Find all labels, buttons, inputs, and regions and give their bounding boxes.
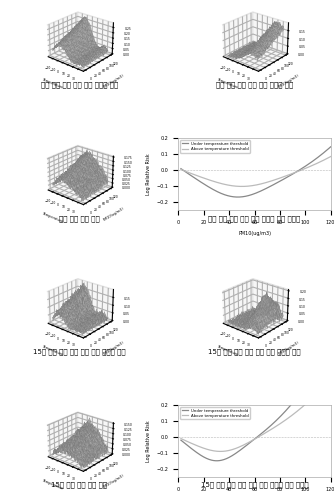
Under temperature threshold [268,184,272,189]
Above temperature threshold [306,399,310,405]
Under temperature threshold [269,183,273,189]
Legend: Under temperature threshold, Above temperature threshold: Under temperature threshold, Above tempe… [180,140,250,153]
Text: 전체 연령 기온 역치 수준 미만의 범위: 전체 연령 기온 역치 수준 미만의 범위 [216,82,293,88]
X-axis label: Temperature: Temperature [216,345,238,357]
Text: 15세 미만 연령 전체 범위: 15세 미만 연령 전체 범위 [51,482,108,489]
Above temperature threshold [268,427,272,433]
Above temperature threshold [315,160,319,166]
Under temperature threshold [315,155,319,161]
X-axis label: Temperature: Temperature [41,78,63,90]
Under temperature threshold [179,166,183,172]
Line: Above temperature threshold: Above temperature threshold [181,157,331,186]
Line: Above temperature threshold: Above temperature threshold [181,379,331,451]
Y-axis label: PM10(ug/m3): PM10(ug/m3) [102,340,125,356]
X-axis label: Temperature: Temperature [41,478,63,490]
X-axis label: Temperature: Temperature [41,345,63,357]
Under temperature threshold [269,423,273,429]
Under temperature threshold [179,437,183,443]
Above temperature threshold [218,448,222,454]
X-axis label: Temperature: Temperature [216,78,238,90]
Line: Under temperature threshold: Under temperature threshold [181,346,331,461]
Text: 전체 연령 기온 역치 수준 이상의 범위: 전체 연령 기온 역치 수준 이상의 범위 [41,82,118,88]
Above temperature threshold [179,167,183,173]
Text: 15세 미만 연령 기온 역치 수준 미만의 범위: 15세 미만 연령 기온 역치 수준 미만의 범위 [208,348,301,355]
Above temperature threshold [271,425,275,431]
Above temperature threshold [179,167,183,173]
Above temperature threshold [240,184,244,189]
Under temperature threshold [315,366,319,372]
Above temperature threshold [306,165,310,171]
Text: 전체 연령 전체 범위: 전체 연령 전체 범위 [59,215,100,222]
Under temperature threshold [329,144,333,150]
Above temperature threshold [269,178,273,184]
Under temperature threshold [236,194,240,200]
Text: 15세 미만 연령 기온 역치 수준 이상의 범위: 15세 미만 연령 기온 역치 수준 이상의 범위 [33,348,126,355]
Y-axis label: Log Relative Risk: Log Relative Risk [146,420,151,462]
Under temperature threshold [271,182,275,188]
Y-axis label: PM10(ug/m3): PM10(ug/m3) [102,207,125,222]
X-axis label: PM10(ug/m3): PM10(ug/m3) [238,231,271,236]
Under temperature threshold [179,166,183,172]
Above temperature threshold [271,178,275,184]
Legend: Under temperature threshold, Above temperature threshold: Under temperature threshold, Above tempe… [180,407,250,419]
Above temperature threshold [179,436,183,442]
Text: 15세 미만 연령 기온 역치 수준 구분에 따른 관련성: 15세 미만 연령 기온 역치 수준 구분에 따른 관련성 [201,482,308,489]
Y-axis label: PM10(ug/m3): PM10(ug/m3) [102,73,125,89]
Above temperature threshold [315,390,319,396]
Text: 전체 연령 기온 역치 수준 구분에 따른 관련성: 전체 연령 기온 역치 수준 구분에 따른 관련성 [208,215,301,222]
Y-axis label: PM10(ug/m3): PM10(ug/m3) [278,340,300,356]
Under temperature threshold [271,421,275,427]
Above temperature threshold [329,376,333,382]
Above temperature threshold [269,427,273,433]
Y-axis label: PM10(ug/m3): PM10(ug/m3) [102,473,125,489]
Under temperature threshold [214,458,218,464]
Y-axis label: PM10(ug/m3): PM10(ug/m3) [278,73,300,89]
Above temperature threshold [329,154,333,160]
Under temperature threshold [268,423,272,429]
Above temperature threshold [268,179,272,185]
X-axis label: Temperature: Temperature [41,211,63,223]
Under temperature threshold [306,162,310,168]
Under temperature threshold [329,343,333,349]
Under temperature threshold [179,437,183,443]
Above temperature threshold [179,435,183,441]
Y-axis label: Log Relative Risk: Log Relative Risk [146,153,151,195]
Under temperature threshold [306,380,310,386]
Line: Under temperature threshold: Under temperature threshold [181,147,331,197]
